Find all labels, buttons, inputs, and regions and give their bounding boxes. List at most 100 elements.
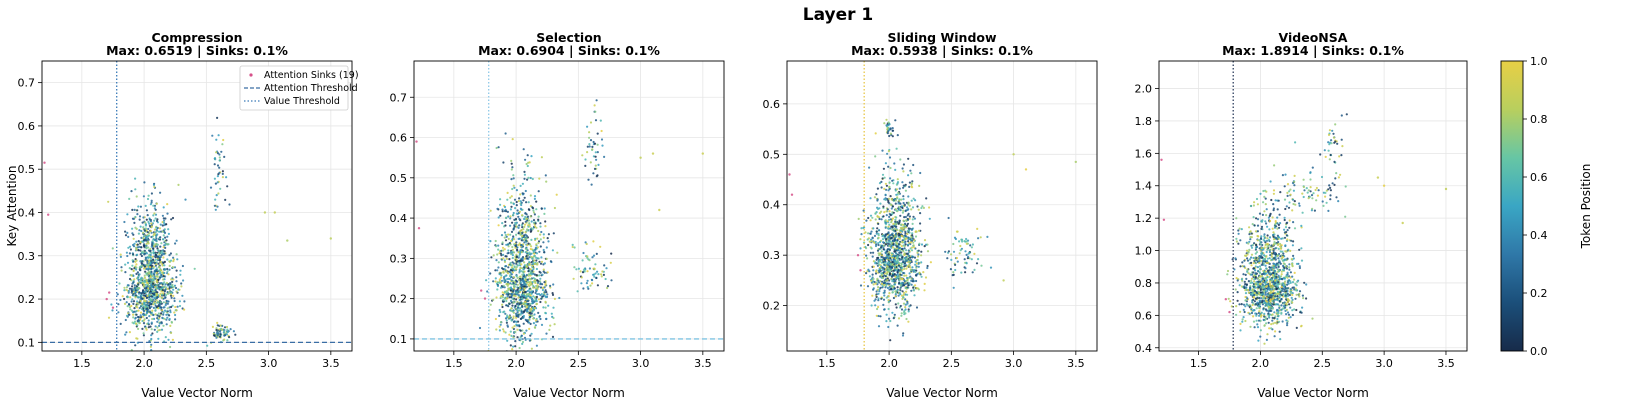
data-point: [529, 194, 532, 197]
data-point: [150, 257, 153, 260]
data-point: [599, 119, 602, 122]
data-point: [152, 282, 155, 285]
data-point: [135, 227, 138, 230]
data-point: [511, 348, 514, 351]
data-point: [146, 281, 149, 284]
data-point: [895, 183, 899, 186]
data-point: [219, 187, 222, 190]
data-point: [544, 300, 547, 303]
data-point: [888, 317, 891, 320]
data-point: [859, 247, 862, 250]
data-point: [538, 177, 541, 180]
data-point: [906, 214, 909, 217]
data-point: [958, 240, 961, 243]
y-tick-label: 0.4: [390, 212, 408, 225]
data-point: [518, 307, 522, 310]
data-point: [511, 254, 514, 257]
data-point: [914, 263, 917, 266]
data-point: [150, 192, 153, 195]
data-point: [526, 289, 530, 293]
data-point: [1226, 273, 1229, 276]
data-point: [139, 278, 142, 282]
data-point: [534, 281, 537, 284]
data-point: [175, 269, 178, 272]
data-point: [899, 226, 902, 229]
data-point: [944, 250, 947, 253]
data-point: [141, 260, 144, 263]
data-point: [581, 271, 585, 274]
data-point: [216, 330, 219, 333]
data-point: [552, 232, 555, 235]
data-point: [532, 209, 535, 212]
data-point: [579, 270, 582, 273]
data-point: [1291, 262, 1294, 266]
data-point: [152, 204, 155, 207]
data-point: [1287, 313, 1291, 316]
data-point: [213, 177, 216, 180]
data-point: [893, 283, 897, 286]
data-point: [885, 313, 888, 316]
data-point: [152, 306, 155, 309]
data-point: [950, 258, 953, 261]
data-point: [900, 247, 904, 251]
data-point: [123, 220, 126, 224]
data-point: [899, 286, 902, 289]
data-point: [869, 214, 873, 217]
data-point: [586, 279, 589, 282]
data-point: [134, 296, 137, 299]
data-point: [510, 178, 513, 181]
data-point: [1266, 260, 1269, 263]
data-point: [508, 302, 511, 305]
data-point: [132, 269, 135, 273]
data-point: [884, 243, 888, 246]
data-point: [884, 275, 887, 278]
data-point: [901, 181, 904, 184]
data-point: [502, 328, 505, 331]
data-point: [536, 293, 539, 296]
data-point: [221, 328, 224, 331]
data-point: [532, 255, 536, 258]
data-point: [150, 201, 153, 204]
data-point: [162, 206, 165, 209]
data-point: [511, 290, 515, 293]
data-point: [536, 287, 539, 290]
data-point: [132, 313, 135, 316]
data-point: [174, 305, 177, 309]
data-point: [117, 311, 120, 314]
data-point: [877, 236, 880, 239]
data-point: [1289, 276, 1292, 279]
legend-box: [239, 65, 349, 111]
data-point: [160, 242, 163, 245]
data-point: [523, 257, 526, 260]
data-point: [521, 256, 525, 259]
data-point: [910, 289, 913, 292]
data-point: [505, 319, 508, 322]
data-point: [924, 276, 928, 279]
data-point: [152, 265, 155, 268]
data-point: [605, 267, 608, 270]
data-point: [877, 269, 881, 272]
legend-label-attention: Attention Threshold: [264, 83, 358, 94]
data-point: [896, 255, 899, 258]
data-point: [1260, 260, 1263, 263]
data-point: [599, 245, 602, 248]
data-point: [588, 143, 591, 146]
data-point: [132, 300, 136, 303]
data-point: [531, 269, 534, 272]
data-point: [900, 263, 903, 266]
data-point: [525, 201, 528, 204]
data-point: [535, 299, 538, 302]
data-point: [902, 332, 905, 335]
data-point: [544, 283, 547, 286]
data-point: [883, 294, 886, 297]
data-point: [530, 355, 532, 357]
data-point: [176, 258, 179, 261]
data-point: [535, 274, 538, 277]
data-point: [898, 258, 902, 261]
data-point: [521, 267, 524, 270]
data-point: [952, 271, 955, 274]
data-point: [166, 203, 169, 206]
data-point: [1237, 232, 1240, 235]
data-point: [550, 312, 553, 315]
data-point: [589, 139, 593, 142]
